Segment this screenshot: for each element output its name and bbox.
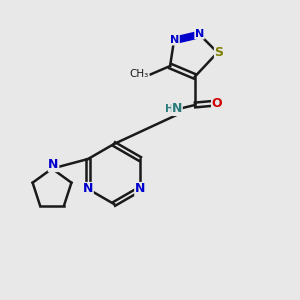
Text: N: N [172, 102, 182, 116]
Text: N: N [170, 35, 179, 45]
Text: N: N [83, 182, 93, 196]
Text: CH₃: CH₃ [130, 69, 149, 80]
Text: N: N [195, 29, 204, 39]
Text: S: S [214, 46, 224, 59]
Text: N: N [135, 182, 145, 196]
Text: N: N [48, 158, 59, 172]
Text: O: O [212, 97, 222, 110]
Text: H: H [165, 104, 174, 114]
